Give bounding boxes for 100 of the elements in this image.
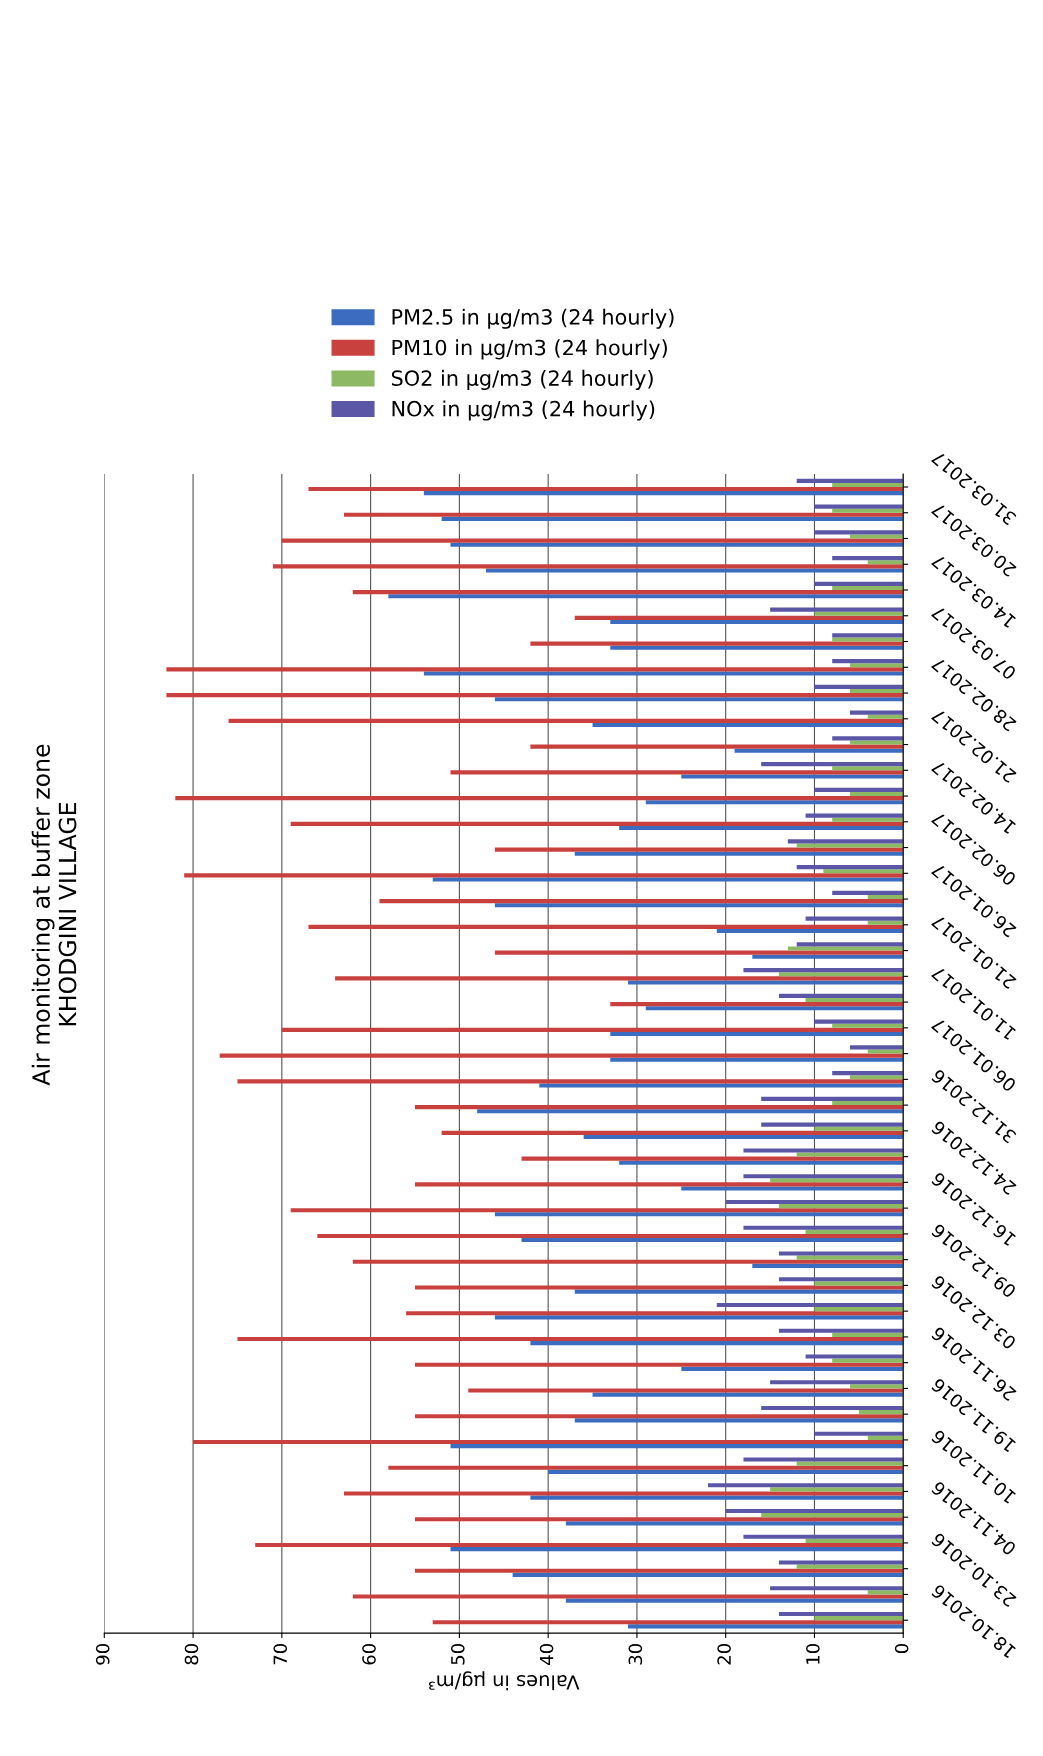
bar [832,1071,904,1076]
bar [415,1105,904,1110]
bar [574,1418,904,1423]
bar [761,762,904,767]
bar [193,1439,904,1445]
bar [814,504,904,509]
bar [805,813,904,818]
bar [832,1358,904,1363]
bar [778,993,904,998]
bar [805,916,904,921]
bar [681,1366,904,1371]
bar [530,1341,904,1346]
bar [761,1096,904,1101]
bar [796,478,904,483]
bar [317,1233,904,1238]
bar [849,740,904,745]
bar [832,1332,904,1337]
bar [450,770,904,775]
bar [166,667,904,672]
x-tick-label: 60 [362,1644,376,1665]
bar [752,954,904,959]
bar [415,1362,904,1367]
bar [645,1006,904,1011]
bar [743,1534,904,1539]
x-tick-label: 30 [628,1644,643,1665]
bar [237,1336,904,1342]
bar [832,637,904,642]
bar [796,942,904,947]
bar [388,594,904,599]
bar [814,1126,904,1131]
bar [583,1134,904,1140]
bar [761,1405,904,1411]
bar [832,1100,904,1106]
bar [530,744,904,749]
bar [681,1186,904,1191]
bar [184,873,904,878]
bar [415,1414,904,1419]
bar [814,684,904,689]
bar [778,1251,904,1256]
x-axis-title: Values in µg/m³ [428,1671,580,1691]
x-tick-label: 10 [806,1644,820,1664]
legend-label: PM2.5 in µg/m3 (24 hourly) [392,308,674,329]
bar [565,1521,904,1526]
bar [778,1611,904,1617]
bar [335,976,904,981]
bar [778,1560,904,1565]
bar [867,894,904,900]
bar [725,1199,904,1205]
bar [832,1023,904,1028]
bar [645,800,904,805]
bar [548,1469,904,1474]
bar [725,1508,904,1514]
bar [219,1053,904,1058]
bar [530,1495,904,1500]
x-tick-label: 50 [450,1644,465,1665]
bar [415,1517,904,1522]
bar [867,1435,904,1440]
bar [477,1109,904,1114]
bar [494,950,904,955]
bar [707,1483,904,1488]
bar [166,693,904,698]
bar [832,633,904,638]
bar [415,1285,904,1290]
bar [343,512,904,517]
bar [432,1620,904,1625]
bar [770,1380,904,1385]
bar [512,1572,904,1577]
bar [423,491,904,496]
bar [814,1281,904,1286]
bar [610,1002,904,1007]
bar [592,722,904,728]
bar [290,1208,904,1213]
bar [521,1238,904,1243]
bar [832,556,904,561]
bar [778,1204,904,1209]
bar [743,1148,904,1153]
bar [628,1624,904,1629]
bar [849,663,904,668]
bar [423,671,904,676]
bar [796,1564,904,1569]
bar [849,791,904,797]
bar [450,1547,904,1552]
bar [441,1130,904,1135]
bar [539,1083,904,1088]
bar [352,1594,904,1599]
bar [796,843,904,848]
bar [237,1079,904,1084]
bar [272,564,904,569]
bar [574,1289,904,1294]
bar [450,542,904,547]
bar [610,645,904,650]
bar [832,766,904,771]
bar [858,1410,904,1415]
bar [592,1392,904,1397]
bar [823,869,904,874]
bar [521,1156,904,1161]
bar [388,1465,904,1470]
bar [832,585,904,591]
bar [805,1538,904,1543]
bar [352,1259,904,1264]
